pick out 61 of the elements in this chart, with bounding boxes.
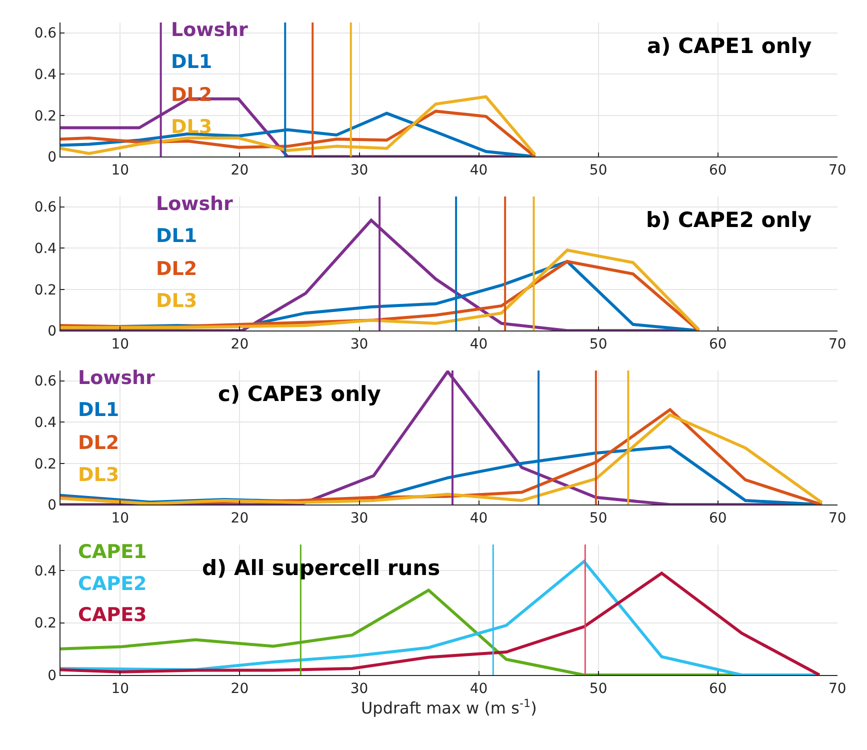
x-tick-label: 10: [111, 162, 130, 178]
x-tick-label: 70: [828, 336, 846, 352]
text: Lowshr: [156, 193, 234, 215]
y-tick-label: 0.4: [34, 66, 57, 83]
x-tick-label: 50: [589, 336, 608, 352]
y-tick-label: 0: [48, 324, 57, 340]
x-tick-label: 10: [111, 336, 130, 352]
text: CAPE3: [78, 604, 147, 626]
x-tick-label: 70: [828, 162, 846, 178]
x-tick-label: 60: [708, 680, 727, 697]
x-tick-label: 20: [230, 336, 249, 352]
text: DL1: [156, 225, 198, 247]
x-tick-label: 70: [828, 680, 846, 697]
x-tick-label: 40: [470, 336, 488, 352]
x-tick-label: 20: [230, 510, 249, 526]
y-tick-label: 0: [48, 668, 57, 684]
y-tick-label: 0.6: [34, 200, 57, 216]
text: DL1: [171, 51, 212, 73]
y-tick-label: 0.2: [34, 456, 57, 472]
text: Lowshr: [171, 19, 249, 41]
y-tick-label: 0.6: [34, 374, 57, 390]
y-tick-label: 0.6: [34, 26, 57, 42]
x-tick-label: 40: [470, 162, 488, 178]
text: DL2: [78, 432, 120, 454]
x-tick-label: 20: [230, 680, 249, 697]
y-tick-label: 0: [48, 498, 57, 514]
text: CAPE1: [78, 541, 147, 563]
text: b) CAPE2 only: [646, 208, 812, 232]
x-tick-label: 30: [350, 680, 368, 697]
y-tick-label: 0.4: [34, 414, 57, 431]
x-tick-label: 60: [708, 162, 727, 178]
x-tick-label: 40: [470, 510, 488, 526]
x-axis-title: Updraft max w (m s$^{-1}$): [360, 696, 537, 718]
text: DL1: [78, 399, 120, 421]
y-tick-label: 0.4: [34, 240, 57, 257]
x-tick-label: 40: [470, 680, 488, 697]
series-label: DL3: [78, 464, 120, 486]
x-tick-label: 50: [589, 162, 608, 178]
x-tick-label: 30: [350, 336, 368, 352]
y-tick-label: 0.2: [34, 108, 57, 124]
x-tick-label: 10: [111, 510, 130, 526]
x-tick-label: 20: [230, 162, 249, 178]
x-tick-label: 70: [828, 510, 846, 526]
x-tick-label: 30: [350, 510, 368, 526]
series-label: DL3: [171, 116, 212, 138]
x-tick-label: 60: [708, 510, 727, 526]
x-tick-label: 10: [111, 680, 130, 697]
x-tick-label: 50: [589, 510, 608, 526]
y-tick-label: 0.2: [34, 282, 57, 298]
x-tick-label: 60: [708, 336, 727, 352]
y-tick-label: 0.2: [34, 616, 57, 632]
x-tick-label: 30: [350, 162, 368, 178]
y-tick-label: 0.4: [34, 564, 57, 580]
x-tick-label: 50: [589, 680, 608, 697]
text: DL2: [156, 258, 198, 280]
series-label: DL3: [156, 290, 198, 312]
text: a) CAPE1 only: [647, 34, 812, 58]
text: CAPE2: [78, 573, 147, 595]
text: c) CAPE3 only: [218, 382, 382, 406]
text: Lowshr: [78, 367, 156, 389]
y-tick-label: 0: [48, 150, 57, 166]
